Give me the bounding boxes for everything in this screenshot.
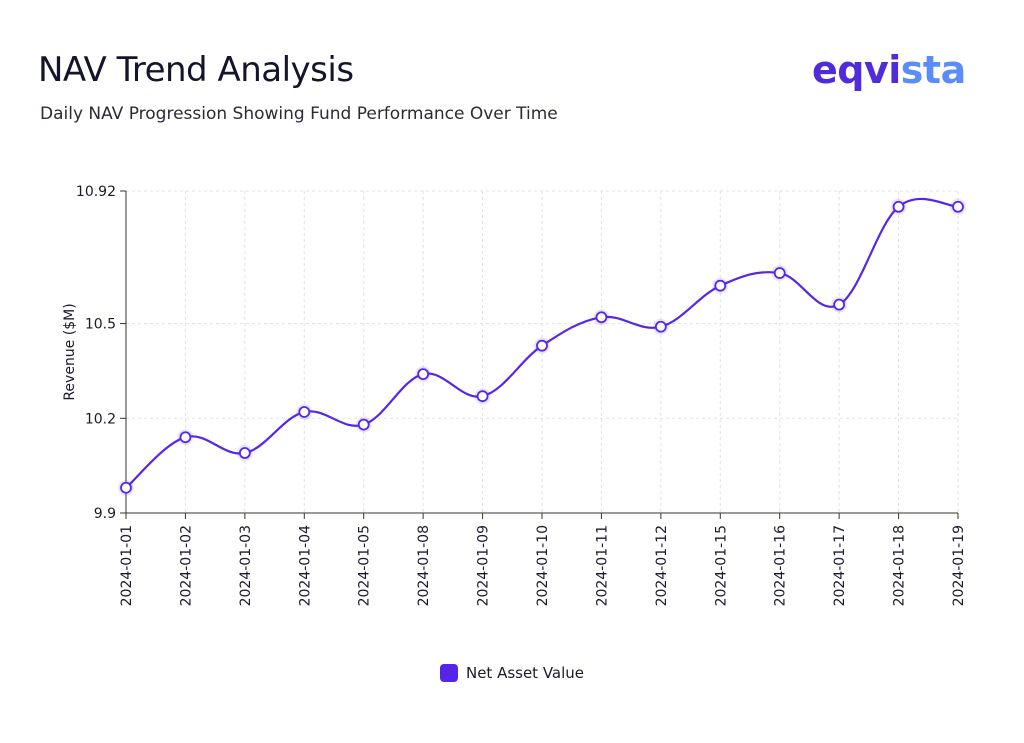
data-point (892, 200, 905, 213)
legend-swatch (439, 664, 458, 682)
chart-subtitle: Daily NAV Progression Showing Fund Perfo… (40, 104, 558, 124)
data-point (417, 368, 430, 380)
y-tick-label: 10.5 (85, 317, 116, 333)
x-tick-label: 2024-01-17 (832, 525, 848, 606)
x-tick-label: 2024-01-15 (713, 525, 729, 606)
data-point (595, 311, 608, 324)
data-point (833, 298, 846, 311)
brand-logo: eqvista (812, 48, 966, 92)
x-tick-label: 2024-01-01 (119, 525, 135, 606)
x-tick-label: 2024-01-04 (297, 525, 313, 606)
data-point (536, 339, 548, 352)
data-point (952, 200, 964, 213)
data-point (298, 406, 311, 418)
data-point (357, 418, 370, 431)
chart-title: NAV Trend Analysis (38, 50, 354, 90)
logo-part-1: eqvi (812, 48, 901, 92)
legend: Net Asset Value (0, 664, 1024, 682)
data-point (238, 447, 251, 459)
data-point (476, 390, 489, 403)
legend-label: Net Asset Value (465, 664, 585, 682)
data-point (654, 320, 667, 333)
y-tick-label: 9.9 (94, 506, 116, 522)
x-tick-label: 2024-01-08 (416, 525, 432, 606)
series (118, 197, 966, 496)
x-tick-label: 2024-01-16 (773, 525, 789, 606)
y-tick-label: 10.92 (76, 184, 116, 200)
x-tick-label: 2024-01-12 (654, 525, 670, 606)
x-tick-label: 2024-01-03 (238, 525, 254, 606)
x-tick-label: 2024-01-11 (594, 525, 610, 606)
data-point (773, 267, 786, 279)
x-tick-label: 2024-01-09 (476, 525, 492, 606)
x-tick-label: 2024-01-05 (357, 525, 373, 606)
logo-part-2: sta (900, 48, 966, 92)
data-point (120, 481, 132, 494)
x-tick-label: 2024-01-10 (535, 525, 551, 606)
y-tick-label: 10.2 (85, 411, 116, 427)
data-point (714, 279, 727, 292)
grid (126, 190, 959, 513)
y-axis-label: Revenue ($M) (62, 303, 78, 400)
x-tick-label: 2024-01-18 (892, 525, 908, 606)
axes: 9.9 10.2 10.5 10.92 2024-01-01 2024-01-02 2024… (62, 184, 967, 606)
data-point (179, 431, 192, 444)
x-tick-label: 2024-01-02 (178, 525, 194, 606)
x-tick-label: 2024-01-19 (951, 525, 967, 606)
